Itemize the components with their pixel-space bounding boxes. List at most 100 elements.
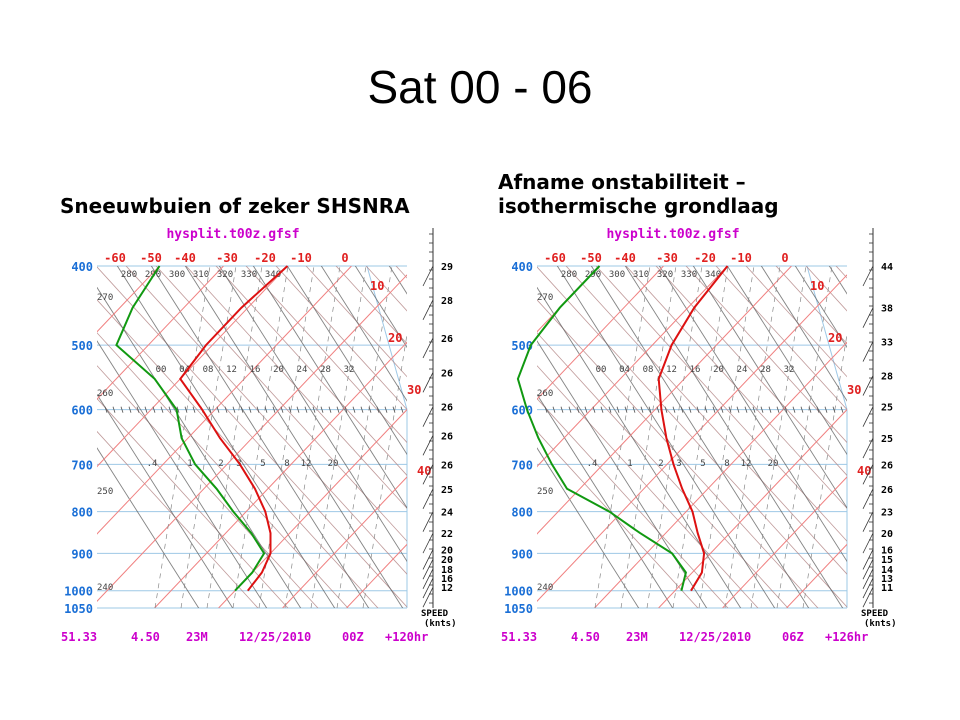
freezing-tick: [312, 406, 316, 413]
isotherm-line: [851, 266, 905, 608]
wind-barb: [862, 341, 874, 362]
mixing-ratio-label: 16: [690, 365, 701, 375]
theta-edge-label: 270: [97, 293, 113, 303]
theta-edge-label: 250: [537, 487, 553, 497]
frame-edge: [366, 265, 408, 410]
isotherm-label: -20: [254, 251, 276, 265]
freezing-tick: [592, 406, 596, 413]
wind-speed-value: 38: [881, 304, 893, 315]
theta-edge-label: 240: [97, 583, 113, 593]
wind-barb: [422, 488, 434, 509]
theta-label: 310: [193, 270, 209, 280]
freezing-tick: [752, 406, 756, 413]
isotherm-line: [282, 476, 407, 608]
moist-adiabat: [150, 266, 370, 608]
moist-adiabat: [537, 447, 640, 608]
dry-adiabat: [537, 398, 729, 608]
freezing-tick: [760, 406, 764, 413]
dry-adiabat: [745, 266, 847, 378]
dry-adiabat: [537, 299, 819, 608]
isotherm-label-right: 30: [407, 383, 421, 397]
footer-field: 12/25/2010: [679, 630, 751, 644]
pressure-label: 900: [511, 547, 533, 561]
pressure-label: 1000: [64, 585, 93, 599]
freezing-tick: [272, 406, 276, 413]
wind-barb: [862, 437, 874, 459]
freezing-tick: [296, 406, 300, 413]
freezing-tick: [144, 406, 148, 413]
mixing-ratio-line: [594, 266, 651, 608]
moist-adiabat: [354, 266, 407, 349]
isotherm-line: [537, 266, 600, 333]
isotherm-label: -50: [580, 251, 602, 265]
mixing-ratio-label: 32: [344, 365, 355, 375]
dry-adiabat: [655, 266, 847, 476]
mixing-ratio-label-low: 5: [700, 459, 705, 469]
isotherm-label-right: 10: [810, 279, 824, 293]
isotherm-label: -60: [104, 251, 126, 265]
freezing-tick: [720, 406, 724, 413]
wind-speed-value: 16: [881, 545, 893, 556]
dry-adiabat: [775, 266, 847, 345]
dry-adiabat: [125, 266, 407, 575]
isotherm-label-right: 20: [828, 331, 842, 345]
freezing-tick: [400, 406, 404, 413]
mixing-ratio-line: [698, 266, 755, 608]
mixing-ratio-label: 08: [643, 365, 654, 375]
pressure-label: 700: [71, 458, 93, 472]
temperature-profile: [657, 265, 729, 592]
wind-speed-value: 26: [441, 431, 453, 442]
mixing-ratio-label-low: 8: [284, 459, 289, 469]
theta-label: 340: [705, 270, 721, 280]
mixing-ratio-line: [362, 332, 407, 608]
wind-barb: [422, 299, 434, 320]
freezing-tick: [808, 406, 812, 413]
freezing-tick: [152, 406, 156, 413]
freezing-tick: [176, 406, 180, 413]
moist-adiabat: [624, 266, 844, 608]
right-caption-line-1: Afname onstabiliteit –: [498, 170, 746, 194]
mixing-ratio-line: [232, 266, 289, 608]
freezing-tick: [800, 406, 804, 413]
pressure-label: 1050: [64, 602, 93, 616]
mixing-ratio-line: [776, 266, 833, 608]
moist-adiabat: [97, 447, 200, 608]
mixing-ratio-line: [310, 266, 367, 608]
freezing-tick: [560, 406, 564, 413]
freezing-tick: [696, 406, 700, 413]
isotherm-line: [537, 266, 728, 468]
dry-adiabat: [245, 266, 407, 444]
freezing-tick: [712, 406, 716, 413]
pressure-label: 400: [71, 260, 93, 274]
mixing-ratio-label: 16: [250, 365, 261, 375]
freezing-tick: [392, 406, 396, 413]
footer-field: 51.33: [501, 630, 537, 644]
wind-barb: [862, 586, 874, 608]
wind-speed-value: 33: [881, 338, 893, 349]
pressure-label: 500: [511, 339, 533, 353]
wind-speed-value: 23: [881, 508, 893, 519]
pressure-label: 1050: [504, 602, 533, 616]
mixing-ratio-label: 20: [713, 365, 724, 375]
dry-adiabat: [305, 266, 407, 378]
right-caption-line-2: isothermische grondlaag: [498, 194, 779, 218]
mixing-ratio-label-low: .4: [587, 459, 598, 469]
mixing-ratio-line: [724, 266, 781, 608]
wind-barb: [862, 559, 874, 580]
freezing-tick: [552, 406, 556, 413]
wind-barb: [422, 435, 434, 456]
freezing-tick: [376, 406, 380, 413]
moist-adiabat: [320, 266, 407, 402]
footer-field: 4.50: [571, 630, 600, 644]
freezing-tick: [840, 406, 844, 413]
wind-speed-value: 20: [441, 545, 453, 556]
freezing-tick: [616, 406, 620, 413]
mixing-ratio-label: 32: [784, 365, 795, 375]
mixing-ratio-line: [620, 266, 677, 608]
left-chart-caption: Sneeuwbuien of zeker SHSNRA: [60, 194, 410, 218]
mixing-ratio-label: 24: [297, 365, 308, 375]
dry-adiabat: [565, 266, 847, 575]
wind-speed-value: 18: [441, 565, 453, 576]
footer-field: 23M: [626, 630, 648, 644]
isotherm-label: -40: [174, 251, 196, 265]
